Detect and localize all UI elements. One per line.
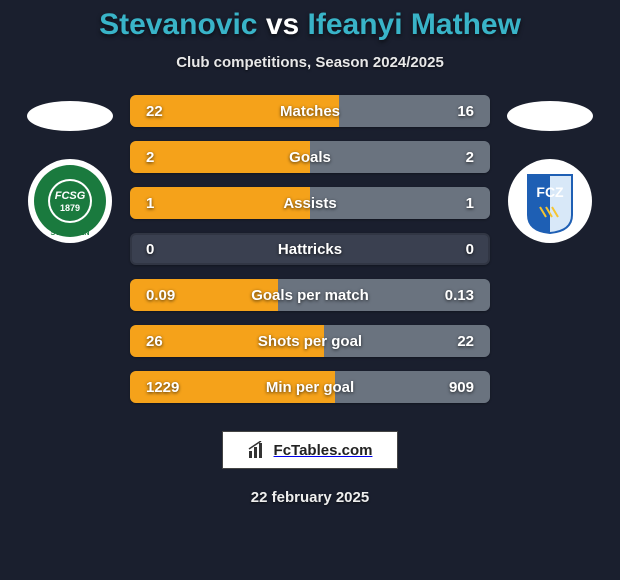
stat-value-right: 2 <box>434 149 474 166</box>
stat-value-left: 2 <box>146 149 186 166</box>
stat-value-right: 909 <box>434 379 474 396</box>
stats-column: 22 Matches 16 2 Goals 2 1 Assists 1 0 Hattricks 0 0.… <box>130 95 490 403</box>
stat-value-left: 26 <box>146 333 186 350</box>
svg-text:FCSG: FCSG <box>55 190 86 202</box>
player-photo-right <box>507 101 593 131</box>
club-logo-right-icon: FCZ <box>508 159 592 243</box>
stat-row: 0 Hattricks 0 <box>130 233 490 265</box>
chart-bars-icon <box>248 441 268 459</box>
stat-label: Goals per match <box>251 287 369 304</box>
subtitle: Club competitions, Season 2024/2025 <box>176 54 444 71</box>
svg-text:FCZ: FCZ <box>536 184 564 200</box>
stat-row: 26 Shots per goal 22 <box>130 325 490 357</box>
club-badge-left: FCSG 1879 · · · · · · · · ST.GALLEN <box>28 159 112 243</box>
title-player-right: Ifeanyi Mathew <box>308 8 521 41</box>
stat-value-left: 0 <box>146 241 186 258</box>
stat-label: Assists <box>283 195 336 212</box>
stat-row: 1229 Min per goal 909 <box>130 371 490 403</box>
svg-text:ST.GALLEN: ST.GALLEN <box>51 230 90 237</box>
stat-label: Goals <box>289 149 331 166</box>
source-link[interactable]: FcTables.com <box>222 431 398 469</box>
stat-value-left: 22 <box>146 103 186 120</box>
club-badge-right: FCZ <box>508 159 592 243</box>
club-logo-left-icon: FCSG 1879 · · · · · · · · ST.GALLEN <box>28 159 112 243</box>
stat-value-right: 1 <box>434 195 474 212</box>
stat-label: Shots per goal <box>258 333 362 350</box>
source-brand: FcTables.com <box>274 442 373 459</box>
stat-row: 1 Assists 1 <box>130 187 490 219</box>
stat-value-right: 22 <box>434 333 474 350</box>
stat-label: Matches <box>280 103 340 120</box>
stat-value-right: 0 <box>434 241 474 258</box>
stat-row: 2 Goals 2 <box>130 141 490 173</box>
date-label: 22 february 2025 <box>251 489 369 506</box>
stat-label: Min per goal <box>266 379 354 396</box>
stat-value-left: 1 <box>146 195 186 212</box>
stat-value-right: 16 <box>434 103 474 120</box>
title-player-left: Stevanovic <box>99 8 257 41</box>
stat-value-right: 0.13 <box>434 287 474 304</box>
stat-value-left: 1229 <box>146 379 186 396</box>
svg-text:1879: 1879 <box>60 203 80 213</box>
page-title: Stevanovic vs Ifeanyi Mathew <box>99 8 521 42</box>
stat-label: Hattricks <box>278 241 342 258</box>
comparison-row: FCSG 1879 · · · · · · · · ST.GALLEN 22Ma… <box>0 95 620 403</box>
player-photo-left <box>27 101 113 131</box>
stat-row: 22 Matches 16 <box>130 95 490 127</box>
stat-row: 0.09 Goals per match 0.13 <box>130 279 490 311</box>
left-player-column: FCSG 1879 · · · · · · · · ST.GALLEN <box>20 95 120 243</box>
title-vs: vs <box>257 8 307 41</box>
right-player-column: FCZ <box>500 95 600 243</box>
stat-value-left: 0.09 <box>146 287 186 304</box>
